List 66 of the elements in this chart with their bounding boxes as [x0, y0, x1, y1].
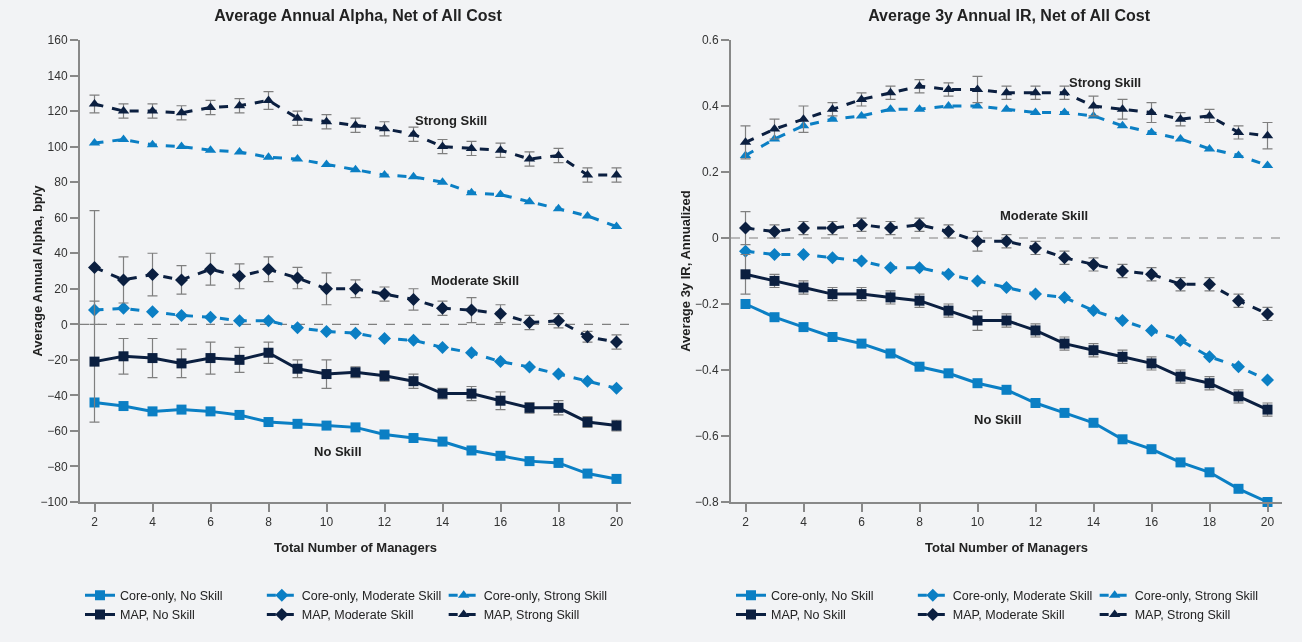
- x-tick-label: 20: [609, 515, 624, 530]
- y-tick-label: −40: [47, 388, 68, 403]
- annotation: Strong Skill: [415, 113, 488, 128]
- legend-label: Core-only, Strong Skill: [1134, 589, 1259, 604]
- legend-label: MAP, Moderate Skill: [301, 608, 414, 623]
- y-tick-label: 140: [47, 68, 68, 83]
- x-tick-label: 16: [493, 515, 508, 530]
- y-tick-label: 160: [47, 33, 68, 48]
- chart-title: Average Annual Alpha, Net of All Cost: [214, 6, 503, 24]
- legend-label: MAP, Strong Skill: [1134, 608, 1231, 623]
- y-tick-label: −100: [40, 495, 68, 510]
- x-tick-label: 4: [800, 515, 808, 530]
- legend-label: MAP, No Skill: [120, 608, 195, 623]
- legend-label: MAP, Moderate Skill: [952, 608, 1065, 623]
- chart-title: Average 3y Annual IR, Net of All Cost: [868, 6, 1151, 24]
- x-axis-title: Total Number of Managers: [924, 540, 1089, 555]
- y-tick-label: −0.6: [694, 429, 719, 444]
- y-tick-label: −20: [47, 353, 68, 368]
- y-tick-label: −0.8: [694, 495, 719, 510]
- x-tick-label: 12: [1028, 515, 1043, 530]
- y-tick-label: 100: [47, 139, 68, 154]
- y-tick-label: −60: [47, 424, 68, 439]
- x-tick-label: 4: [149, 515, 157, 530]
- x-tick-label: 14: [1086, 515, 1101, 530]
- x-tick-label: 8: [265, 515, 273, 530]
- x-tick-label: 10: [319, 515, 334, 530]
- x-tick-label: 12: [377, 515, 392, 530]
- y-axis-title: Average Annual Alpha, bp/y: [30, 184, 46, 357]
- y-tick-label: 0.4: [701, 99, 719, 114]
- legend-label: Core-only, Moderate Skill: [952, 589, 1093, 604]
- annotation: Moderate Skill: [1000, 208, 1089, 223]
- x-tick-label: 16: [1144, 515, 1159, 530]
- x-tick-label: 2: [91, 515, 99, 530]
- legend-label: Core-only, Strong Skill: [483, 589, 608, 604]
- x-tick-label: 8: [916, 515, 924, 530]
- x-tick-label: 6: [858, 515, 866, 530]
- y-axis-title: Average 3y IR, Annualized: [677, 190, 693, 352]
- y-tick-label: 0.6: [701, 33, 719, 48]
- x-axis-title: Total Number of Managers: [273, 540, 438, 555]
- x-tick-label: 18: [1202, 515, 1217, 530]
- y-tick-label: 20: [54, 281, 68, 296]
- y-tick-label: −0.4: [694, 363, 719, 378]
- y-tick-label: −0.2: [694, 297, 719, 312]
- y-tick-label: 80: [54, 175, 68, 190]
- y-tick-label: 0: [60, 317, 68, 332]
- y-tick-label: 120: [47, 104, 68, 119]
- y-tick-label: 0.2: [701, 165, 719, 180]
- x-tick-label: 6: [207, 515, 215, 530]
- annotation: Moderate Skill: [431, 273, 520, 288]
- y-tick-label: −80: [47, 459, 68, 474]
- y-tick-label: 40: [54, 246, 68, 261]
- x-tick-label: 14: [435, 515, 450, 530]
- annotation: Strong Skill: [1069, 75, 1142, 90]
- legend-label: MAP, Strong Skill: [483, 608, 580, 623]
- annotation: No Skill: [314, 444, 362, 459]
- legend-label: Core-only, No Skill: [120, 589, 223, 604]
- legend-label: Core-only, No Skill: [771, 589, 874, 604]
- x-tick-label: 2: [742, 515, 750, 530]
- annotation: No Skill: [974, 412, 1022, 427]
- y-tick-label: 0: [711, 231, 719, 246]
- x-tick-label: 18: [551, 515, 566, 530]
- legend-label: Core-only, Moderate Skill: [301, 589, 442, 604]
- legend-label: MAP, No Skill: [771, 608, 846, 623]
- y-tick-label: 60: [54, 210, 68, 225]
- x-tick-label: 10: [970, 515, 985, 530]
- x-tick-label: 20: [1260, 515, 1275, 530]
